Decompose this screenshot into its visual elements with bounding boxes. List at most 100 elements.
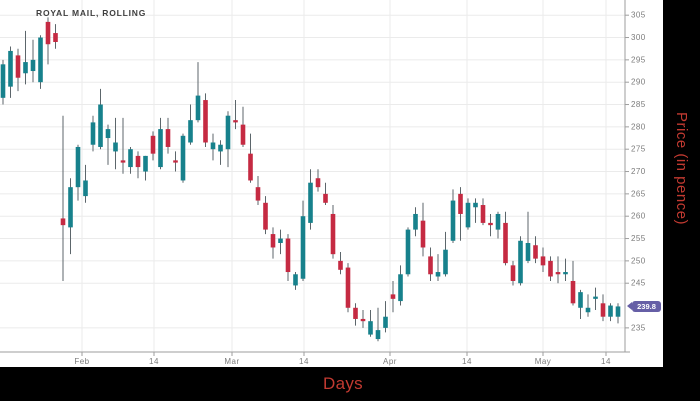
y-tick-label: 295 (631, 55, 646, 64)
candlestick[interactable] (143, 155, 148, 172)
candlestick[interactable] (585, 307, 591, 313)
candlestick[interactable] (503, 222, 508, 264)
y-tick-label: 285 (631, 100, 646, 109)
candlestick[interactable] (458, 193, 463, 214)
candlestick[interactable] (540, 256, 546, 266)
candlestick[interactable] (150, 135, 156, 154)
y-tick-label: 250 (631, 256, 646, 265)
candlestick[interactable] (495, 213, 501, 230)
candlestick[interactable] (300, 216, 306, 279)
candlestick[interactable] (113, 142, 118, 152)
candlestick[interactable] (308, 182, 313, 223)
candlestick[interactable] (233, 120, 238, 123)
candlestick[interactable] (525, 243, 531, 261)
candlestick[interactable] (563, 272, 568, 275)
chart-title: ROYAL MAIL, ROLLING (36, 8, 147, 18)
candlestick[interactable] (533, 245, 538, 259)
candlestick[interactable] (323, 193, 328, 203)
candlestick[interactable] (203, 100, 208, 143)
candlestick[interactable] (75, 146, 81, 188)
candlestick[interactable] (488, 222, 493, 226)
candlestick[interactable] (263, 202, 268, 230)
candlestick[interactable] (23, 62, 28, 74)
plot-area[interactable]: Feb 14 Mar 14 Apr 14 May 14 305 300 295 290 285 280 27… (0, 0, 663, 367)
candlestick[interactable] (315, 178, 321, 188)
candlestick[interactable] (443, 249, 448, 275)
candlestick[interactable] (570, 280, 576, 304)
candlestick[interactable] (173, 160, 178, 163)
candlestick[interactable] (105, 129, 111, 139)
candlestick[interactable] (555, 272, 561, 275)
candlestick[interactable] (330, 213, 336, 255)
y-tick-label: 300 (631, 33, 646, 42)
candlestick[interactable] (30, 59, 36, 72)
candlestick[interactable] (368, 321, 373, 335)
candlestick[interactable] (45, 21, 51, 45)
candlestick[interactable] (608, 305, 613, 317)
candlestick[interactable] (210, 142, 216, 150)
candlestick[interactable] (128, 149, 133, 168)
last-price-value: 239.8 (637, 301, 656, 311)
candlestick[interactable] (255, 187, 261, 201)
candlestick[interactable] (593, 296, 598, 299)
candlestick[interactable] (90, 122, 96, 145)
candlestick[interactable] (435, 272, 441, 277)
candlestick[interactable] (158, 129, 163, 168)
y-tick-label: 305 (631, 11, 646, 20)
candlestick[interactable] (600, 303, 606, 317)
candlestick[interactable] (240, 124, 246, 145)
candlestick[interactable] (345, 267, 351, 308)
candlestick[interactable] (293, 274, 298, 286)
candlestick[interactable] (518, 240, 523, 284)
candlestick[interactable] (68, 187, 73, 228)
candlestick[interactable] (165, 129, 171, 147)
candlestick[interactable] (135, 155, 141, 168)
y-tick-label: 270 (631, 167, 646, 176)
candlestick[interactable] (180, 135, 186, 181)
candlestick[interactable] (38, 37, 43, 83)
candlestick[interactable] (98, 104, 103, 147)
candlestick[interactable] (195, 95, 201, 121)
candlestick[interactable] (375, 330, 381, 340)
y-axis-title-band: Price (in pence) (663, 0, 700, 401)
y-tick-label: 290 (631, 78, 646, 87)
candlestick[interactable] (383, 316, 388, 328)
candlestick[interactable] (0, 64, 6, 98)
x-tick-label: May (535, 357, 552, 366)
candlestick[interactable] (270, 234, 276, 248)
candlestick[interactable] (353, 307, 358, 319)
candlestick[interactable] (420, 220, 426, 248)
candlestick[interactable] (548, 260, 553, 277)
candlestick[interactable] (450, 200, 456, 241)
candlestick[interactable] (188, 120, 193, 143)
candlestick[interactable] (413, 213, 418, 230)
candlestick[interactable] (8, 50, 13, 87)
candlestick[interactable] (53, 33, 58, 42)
x-axis-title-band: Days (0, 367, 700, 401)
candlestick[interactable] (285, 238, 291, 273)
y-tick-label: 260 (631, 212, 646, 221)
x-tick-label: 14 (299, 357, 309, 366)
candlestick[interactable] (248, 153, 253, 181)
candlestick[interactable] (15, 55, 21, 78)
candlestick[interactable] (360, 318, 366, 322)
candlestick[interactable] (578, 292, 583, 308)
candlestick[interactable] (473, 202, 478, 208)
candlestick[interactable] (428, 256, 433, 275)
candlestick[interactable] (390, 294, 396, 299)
candlestick[interactable] (278, 238, 283, 244)
y-tick-label: 265 (631, 189, 646, 198)
candlestick[interactable] (218, 144, 223, 152)
candlestick[interactable] (60, 218, 66, 226)
candlestick[interactable] (615, 306, 621, 317)
candlestick[interactable] (465, 202, 471, 228)
candlestick[interactable] (480, 205, 486, 223)
candlestick[interactable] (83, 180, 88, 197)
candlestick[interactable] (338, 260, 343, 270)
candlestick[interactable] (225, 115, 231, 150)
candlestick[interactable] (510, 265, 516, 281)
candlestick[interactable] (405, 229, 411, 275)
candlestick[interactable] (398, 274, 403, 302)
candlestick[interactable] (120, 160, 126, 163)
